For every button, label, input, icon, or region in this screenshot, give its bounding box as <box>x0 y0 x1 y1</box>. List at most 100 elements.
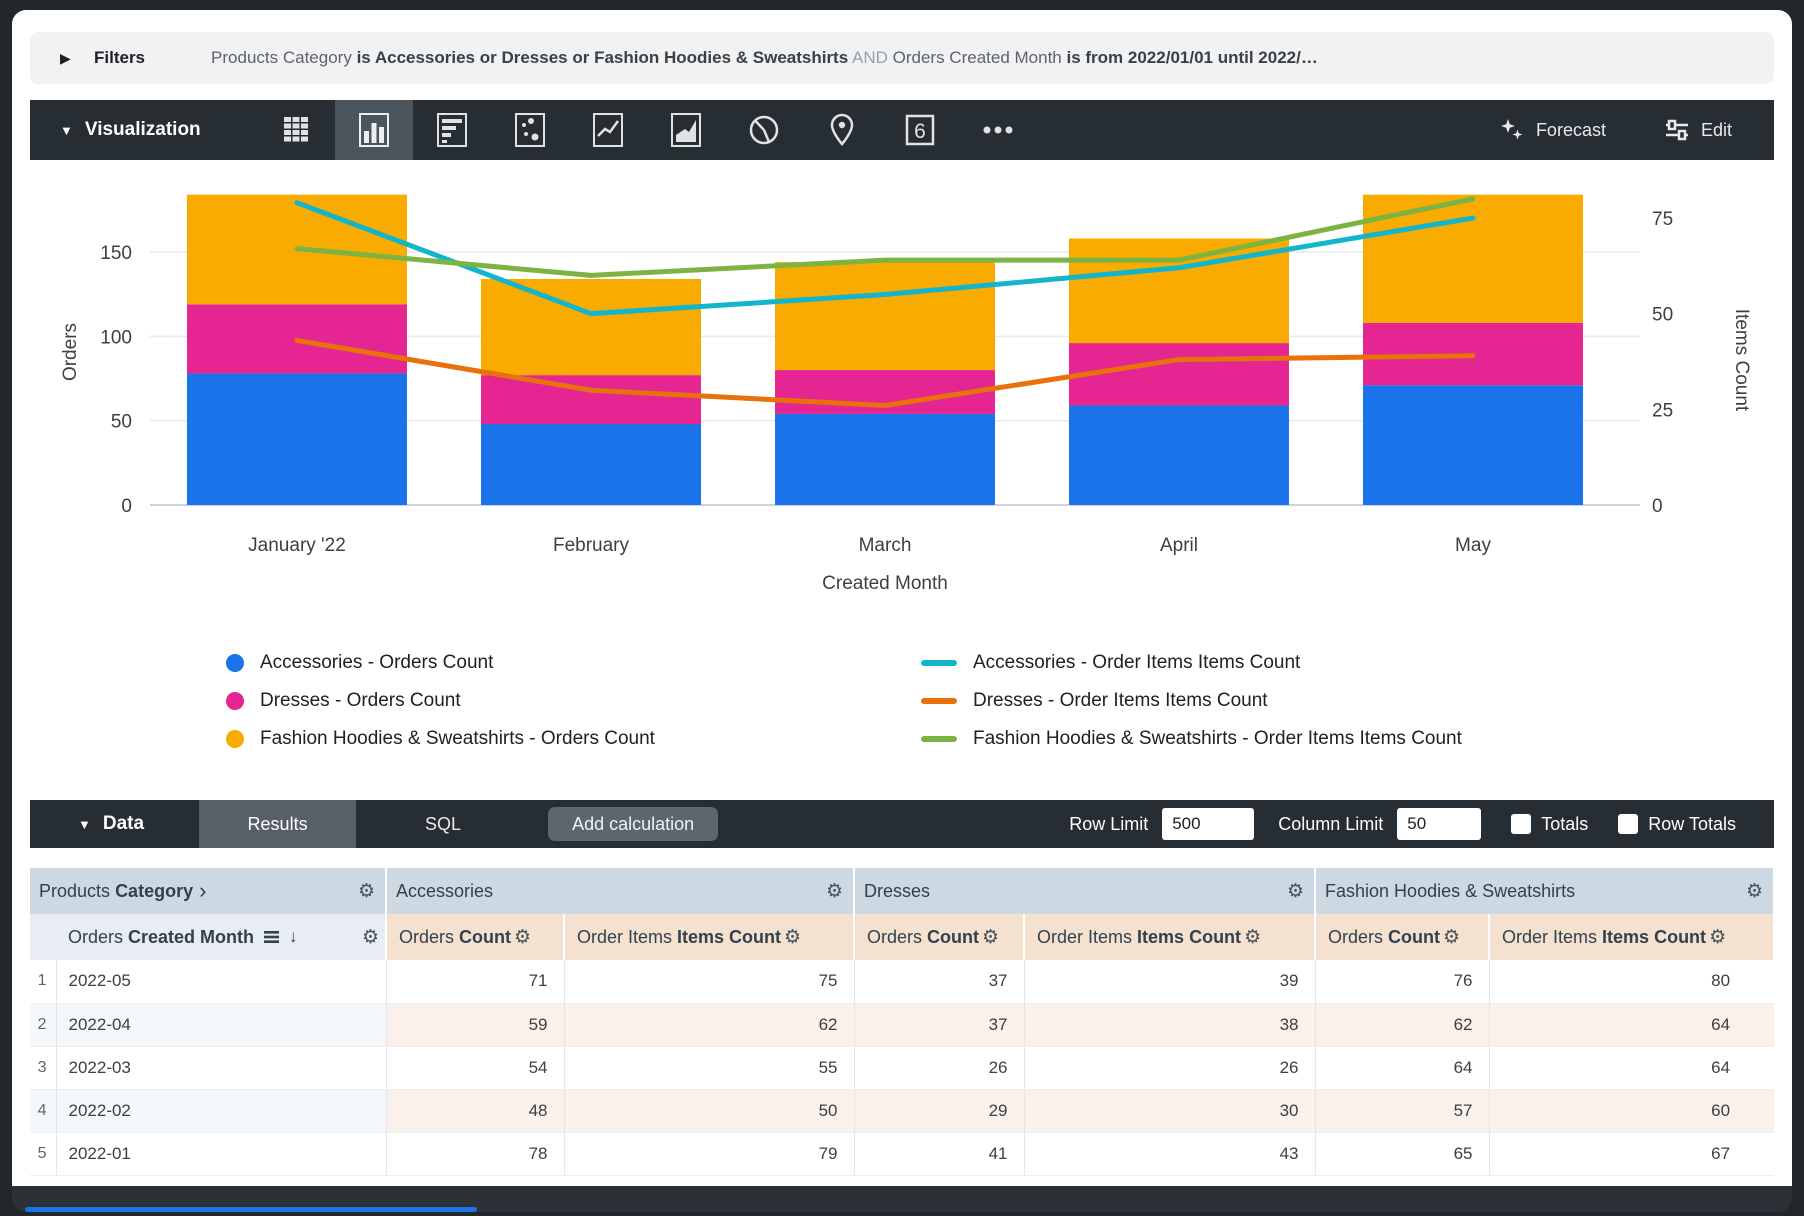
viz-type-more-button[interactable] <box>959 100 1037 160</box>
value-cell[interactable]: 29 <box>854 1089 1025 1133</box>
gear-icon[interactable]: ⚙ <box>361 926 379 948</box>
value-cell[interactable]: 39 <box>1024 960 1316 1004</box>
value-cell[interactable]: 41 <box>854 1132 1025 1176</box>
group-header-fashion-hoodies[interactable]: Fashion Hoodies & Sweatshirts ⚙ <box>1315 868 1776 914</box>
bar-segment[interactable] <box>481 424 701 505</box>
viz-type-bar-button[interactable] <box>413 100 491 160</box>
viz-type-line-button[interactable] <box>569 100 647 160</box>
group-header-accessories[interactable]: Accessories ⚙ <box>386 868 856 914</box>
column-header-order-items-count[interactable]: Order Items Items Count ⚙ <box>1489 914 1776 960</box>
group-header-products-category[interactable]: Products Category › ⚙ <box>30 868 387 914</box>
column-header-orders-count[interactable]: Orders Count ⚙ <box>1315 914 1491 960</box>
sort-desc-icon[interactable]: ↓ <box>289 927 298 946</box>
list-icon[interactable] <box>264 930 281 944</box>
value-cell[interactable]: 38 <box>1024 1003 1316 1047</box>
value-cell[interactable]: 26 <box>854 1046 1025 1090</box>
legend-item[interactable]: Accessories - Order Items Items Count <box>921 644 1462 682</box>
gear-icon[interactable]: ⚙ <box>1286 880 1305 902</box>
value-cell[interactable]: 37 <box>854 1003 1025 1047</box>
value-cell[interactable]: 60 <box>1489 1089 1775 1133</box>
value-cell[interactable]: 62 <box>1315 1003 1490 1047</box>
month-cell[interactable]: 2022-05 <box>56 960 387 1004</box>
tab-sql[interactable]: SQL <box>425 813 462 834</box>
gear-icon[interactable]: ⚙ <box>357 880 375 902</box>
value-cell[interactable]: 26 <box>1024 1046 1316 1090</box>
bar-segment[interactable] <box>187 373 407 505</box>
column-header-orders-count[interactable]: Orders Count ⚙ <box>854 914 1026 960</box>
value-cell[interactable]: 75 <box>564 960 855 1004</box>
tab-results[interactable]: Results <box>199 800 357 848</box>
gear-icon[interactable]: ⚙ <box>825 880 844 902</box>
group-header-dresses[interactable]: Dresses ⚙ <box>854 868 1317 914</box>
totals-checkbox[interactable] <box>1511 814 1532 834</box>
legend-item[interactable]: Accessories - Orders Count <box>226 644 655 682</box>
combo-chart[interactable]: 0 50 100 150 0 25 50 75 January '22 February March… <box>30 160 1774 615</box>
month-cell[interactable]: 2022-04 <box>56 1003 387 1047</box>
month-cell[interactable]: 2022-01 <box>56 1132 387 1176</box>
month-cell[interactable]: 2022-03 <box>56 1046 387 1090</box>
value-cell[interactable]: 64 <box>1315 1046 1490 1090</box>
legend-item[interactable]: Dresses - Orders Count <box>226 682 655 720</box>
value-cell[interactable]: 78 <box>386 1132 565 1176</box>
value-cell[interactable]: 80 <box>1489 960 1775 1004</box>
bar-segment[interactable] <box>481 278 701 376</box>
line-series[interactable] <box>294 196 1476 278</box>
bar-segment[interactable] <box>1069 343 1289 406</box>
gear-icon[interactable]: ⚙ <box>514 926 532 948</box>
chevron-right-icon[interactable]: › <box>199 878 207 903</box>
viz-type-area-button[interactable] <box>647 100 725 160</box>
gear-icon[interactable]: ⚙ <box>982 926 1000 948</box>
value-cell[interactable]: 55 <box>564 1046 855 1090</box>
edit-button[interactable]: Edit <box>1664 118 1732 142</box>
value-cell[interactable]: 48 <box>386 1089 565 1133</box>
value-cell[interactable]: 65 <box>1315 1132 1490 1176</box>
filters-bar[interactable]: ▶ Filters Products Category is Accessori… <box>30 32 1774 84</box>
column-header-order-items-count[interactable]: Order Items Items Count ⚙ <box>1024 914 1317 960</box>
gear-icon[interactable]: ⚙ <box>1745 880 1764 902</box>
viz-type-table-button[interactable] <box>257 100 335 160</box>
line-series[interactable] <box>294 200 1476 317</box>
value-cell[interactable]: 37 <box>854 960 1025 1004</box>
visualization-collapse-icon[interactable]: ▼ <box>60 122 73 138</box>
legend-item[interactable]: Fashion Hoodies & Sweatshirts - Order It… <box>921 720 1462 758</box>
row-limit-input[interactable] <box>1162 808 1255 840</box>
value-cell[interactable]: 79 <box>564 1132 855 1176</box>
viz-type-pie-button[interactable] <box>725 100 803 160</box>
gear-icon[interactable]: ⚙ <box>1443 926 1461 948</box>
bar-segment[interactable] <box>1363 385 1583 505</box>
value-cell[interactable]: 50 <box>564 1089 855 1133</box>
legend-item[interactable]: Fashion Hoodies & Sweatshirts - Orders C… <box>226 720 655 758</box>
legend-item[interactable]: Dresses - Order Items Items Count <box>921 682 1462 720</box>
viz-type-scatter-button[interactable] <box>491 100 569 160</box>
value-cell[interactable]: 64 <box>1489 1046 1775 1090</box>
line-series[interactable] <box>294 337 1476 409</box>
bar-segment[interactable] <box>1069 405 1289 505</box>
column-header-created-month[interactable]: Orders Created Month ↓ ⚙ <box>30 914 387 960</box>
column-limit-input[interactable] <box>1397 808 1482 840</box>
bar-segment[interactable] <box>775 413 995 505</box>
value-cell[interactable]: 62 <box>564 1003 855 1047</box>
value-cell[interactable]: 54 <box>386 1046 565 1090</box>
gear-icon[interactable]: ⚙ <box>1709 926 1727 948</box>
forecast-button[interactable]: Forecast <box>1499 117 1606 143</box>
viz-type-column-button[interactable] <box>334 100 413 160</box>
value-cell[interactable]: 57 <box>1315 1089 1490 1133</box>
value-cell[interactable]: 67 <box>1489 1132 1775 1176</box>
column-header-orders-count[interactable]: Orders Count ⚙ <box>386 914 565 960</box>
viz-type-single-value-button[interactable]: 6 <box>881 100 959 160</box>
value-cell[interactable]: 76 <box>1315 960 1490 1004</box>
gear-icon[interactable]: ⚙ <box>1244 926 1262 948</box>
filters-expand-icon[interactable]: ▶ <box>60 49 71 66</box>
column-header-order-items-count[interactable]: Order Items Items Count ⚙ <box>564 914 856 960</box>
viz-type-map-button[interactable] <box>803 100 881 160</box>
bar-segment[interactable] <box>481 375 701 425</box>
month-cell[interactable]: 2022-02 <box>56 1089 387 1133</box>
value-cell[interactable]: 43 <box>1024 1132 1316 1176</box>
value-cell[interactable]: 64 <box>1489 1003 1775 1047</box>
gear-icon[interactable]: ⚙ <box>784 926 802 948</box>
add-calculation-button[interactable]: Add calculation <box>548 807 719 841</box>
value-cell[interactable]: 71 <box>386 960 565 1004</box>
value-cell[interactable]: 59 <box>386 1003 565 1047</box>
row-totals-checkbox[interactable] <box>1618 814 1639 834</box>
data-collapse-icon[interactable]: ▼ <box>78 816 91 832</box>
